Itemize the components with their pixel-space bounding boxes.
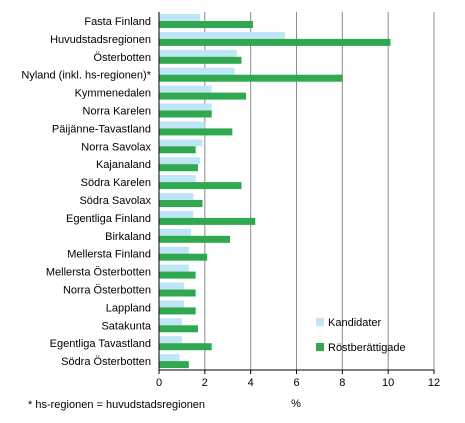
bar-rostberattigade xyxy=(159,110,212,118)
bar-kandidater xyxy=(159,210,194,218)
bar-kandidater xyxy=(159,318,182,326)
category-label: Norra Karelen xyxy=(83,105,151,117)
bar-rostberattigade xyxy=(159,38,391,46)
bar-kandidater xyxy=(159,157,201,165)
bar-kandidater xyxy=(159,139,203,147)
bar-rostberattigade xyxy=(159,74,343,82)
x-tick-label: 2 xyxy=(202,377,208,389)
category-label: Egentliga Tavastland xyxy=(50,338,151,350)
bar-kandidater xyxy=(159,14,201,21)
category-label: Nyland (inkl. hs-regionen)* xyxy=(21,70,151,82)
bar-kandidater xyxy=(159,336,182,344)
x-axis: 0 2 4 6 8 10 12 xyxy=(156,12,440,389)
legend-swatch xyxy=(316,318,324,326)
x-tick-label: 8 xyxy=(339,377,345,389)
bar-rostberattigade xyxy=(159,182,242,190)
bar-rostberattigade xyxy=(159,289,196,297)
bar-kandidater xyxy=(159,282,185,290)
bar-rostberattigade xyxy=(159,146,196,154)
bar-rostberattigade xyxy=(159,325,198,333)
category-label: Birkaland xyxy=(105,231,151,243)
category-label: Egentliga Finland xyxy=(66,213,151,225)
category-label: Fasta Finland xyxy=(84,16,151,28)
category-label: Lappland xyxy=(106,302,151,314)
bar-rostberattigade xyxy=(159,361,189,369)
bars xyxy=(159,14,391,369)
bar-kandidater xyxy=(159,193,194,200)
bar-rostberattigade xyxy=(159,164,198,172)
x-tick-label: 0 xyxy=(156,377,162,389)
category-label: Huvudstadsregionen xyxy=(50,34,151,46)
category-label: Päijänne-Tavastland xyxy=(52,123,151,135)
category-label: Södra Karelen xyxy=(81,177,151,189)
category-label: Norra Österbotten xyxy=(63,284,151,296)
bar-rostberattigade xyxy=(159,217,256,225)
category-label: Norra Savolax xyxy=(81,141,151,153)
category-label: Mellersta Österbotten xyxy=(46,267,151,279)
legend-label: Kandidater xyxy=(328,317,382,329)
bar-kandidater xyxy=(159,175,196,183)
legend: Kandidater Röstberättigade xyxy=(316,317,406,354)
category-label: Södra Savolax xyxy=(79,195,151,207)
footnote: * hs-regionen = huvudstadsregionen xyxy=(28,399,206,411)
bar-kandidater xyxy=(159,67,235,75)
bar-kandidater xyxy=(159,103,212,111)
gridlines xyxy=(204,12,435,370)
bar-rostberattigade xyxy=(159,271,196,279)
bar-rostberattigade xyxy=(159,343,212,351)
x-tick-label: 12 xyxy=(428,377,440,389)
category-labels: Fasta Finland Huvudstadsregionen Österbott… xyxy=(21,16,151,368)
bar-rostberattigade xyxy=(159,235,231,243)
x-axis-label: % xyxy=(291,398,301,410)
category-label: Mellersta Finland xyxy=(67,249,151,261)
bar-kandidater xyxy=(159,300,185,308)
bar-kandidater xyxy=(159,264,189,272)
bar-rostberattigade xyxy=(159,307,196,315)
bar-kandidater xyxy=(159,246,189,254)
bar-kandidater xyxy=(159,49,237,57)
legend-label: Röstberättigade xyxy=(328,342,406,354)
bar-rostberattigade xyxy=(159,200,203,207)
bar-kandidater xyxy=(159,121,205,129)
category-label: Satakunta xyxy=(101,320,151,332)
bar-rostberattigade xyxy=(159,56,242,64)
category-label: Kymmenedalen xyxy=(75,88,151,100)
bar-kandidater xyxy=(159,354,180,362)
category-label: Österbotten xyxy=(94,52,151,64)
x-tick-label: 10 xyxy=(382,377,394,389)
legend-swatch xyxy=(316,343,324,351)
bar-rostberattigade xyxy=(159,128,233,136)
bar-kandidater xyxy=(159,31,286,39)
bar-kandidater xyxy=(159,228,192,236)
x-tick-label: 4 xyxy=(248,377,254,389)
x-tick-label: 6 xyxy=(293,377,299,389)
bar-rostberattigade xyxy=(159,253,208,261)
category-label: Kajanaland xyxy=(96,159,151,171)
bar-rostberattigade xyxy=(159,92,247,100)
bar-rostberattigade xyxy=(159,21,253,28)
category-label: Södra Österbotten xyxy=(61,356,151,368)
bar-kandidater xyxy=(159,85,212,93)
